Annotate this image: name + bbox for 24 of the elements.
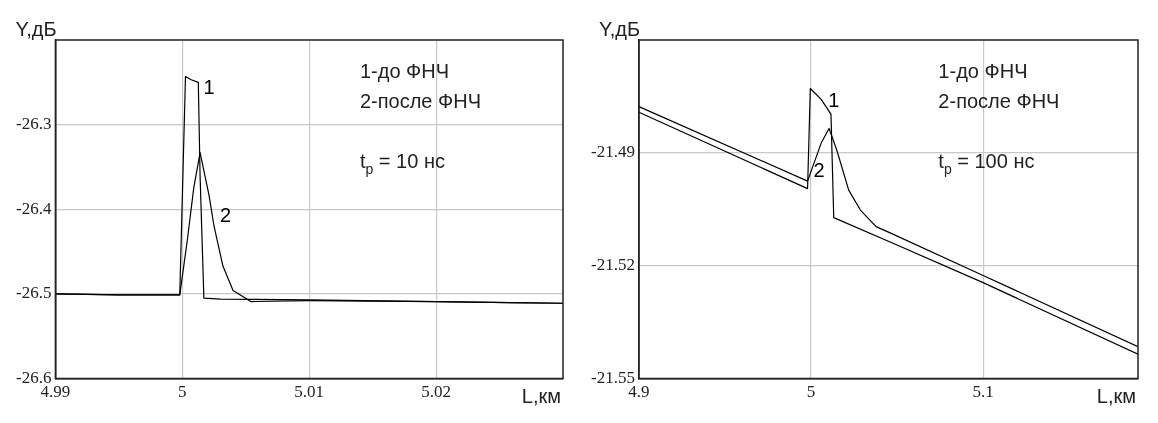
annotation: 2-после ФНЧ (938, 90, 1060, 112)
annotation: 1-до ФНЧ (359, 60, 450, 82)
series-label: 1 (203, 76, 215, 99)
x-axis-title: L,км (1096, 384, 1137, 407)
series-label: 2 (813, 159, 825, 182)
annotation: 1-до ФНЧ (938, 60, 1028, 82)
y-axis-title: Y,дБ (15, 18, 57, 40)
series-label: 1 (828, 88, 840, 111)
annotation: 2-после ФНЧ (359, 90, 482, 112)
x-tick-label: 4.9 (628, 382, 650, 402)
y-tick-label: -26.3 (15, 114, 52, 134)
y-tick-label: -26.5 (15, 283, 52, 303)
y-tick-label: -26.4 (15, 198, 52, 218)
x-tick-label: 5.02 (421, 382, 451, 402)
x-tick-label: 5 (178, 382, 187, 402)
x-tick-label: 4.99 (40, 382, 71, 402)
x-tick-label: 5.1 (972, 382, 994, 402)
x-axis-title: L,км (521, 384, 562, 407)
y-tick-label: -21.52 (590, 255, 635, 275)
y-tick-label: -21.49 (590, 142, 635, 162)
x-tick-label: 5.01 (294, 382, 325, 402)
x-tick-label: 5 (806, 382, 816, 402)
y-axis-title: Y,дБ (598, 18, 641, 40)
series-label: 2 (220, 204, 232, 227)
